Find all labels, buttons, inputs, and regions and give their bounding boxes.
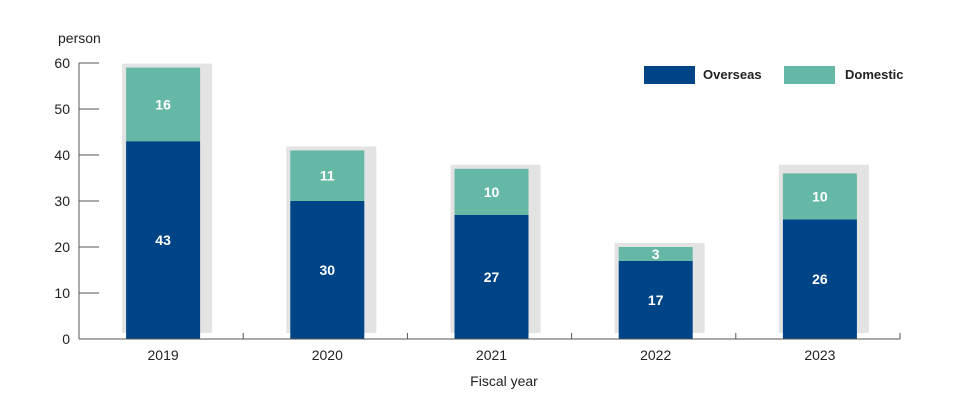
bar-value-label: 3	[652, 246, 660, 262]
bar-value-label: 16	[155, 96, 171, 112]
y-axis-ticks: 0 10 20 30 40 50 60	[54, 55, 99, 347]
bar-domestic	[782, 173, 857, 220]
bar-overseas	[782, 219, 857, 339]
bar-value-label: 43	[155, 232, 171, 248]
y-tick-label: 0	[62, 331, 70, 347]
x-axis-ticks: 2019 2020 2021 2022 2023	[148, 333, 901, 363]
bar-value-label: 27	[484, 269, 500, 285]
bar-overseas	[618, 260, 693, 339]
x-axis-title: Fiscal year	[470, 373, 538, 389]
bar-value-label: 30	[320, 262, 336, 278]
bar-overseas	[290, 201, 365, 339]
legend-swatch-domestic	[784, 66, 835, 84]
bar-domestic	[290, 150, 365, 201]
y-tick-label: 10	[54, 285, 70, 301]
bar-overseas	[454, 214, 529, 339]
legend-label-overseas: Overseas	[703, 67, 762, 82]
bar-value-label: 11	[320, 168, 335, 184]
y-tick-label: 40	[54, 147, 70, 163]
legend-label-domestic: Domestic	[845, 67, 904, 82]
x-tick-label: 2021	[476, 347, 507, 363]
y-tick-label: 20	[54, 239, 70, 255]
bar-domestic	[618, 247, 693, 261]
bar-value-label: 17	[648, 292, 664, 308]
bar-value-labels: 43 16 30 11 27 10 17 3 26 10	[155, 96, 828, 308]
legend-swatch-overseas	[644, 66, 695, 84]
x-tick-label: 2020	[312, 347, 343, 363]
x-tick-label: 2019	[148, 347, 179, 363]
y-tick-label: 50	[54, 101, 70, 117]
bars	[126, 67, 857, 339]
bar-value-label: 26	[812, 271, 828, 287]
bar-overseas	[126, 141, 201, 339]
y-axis-title: person	[58, 30, 101, 46]
bar-value-label: 10	[484, 184, 500, 200]
legend: Overseas Domestic	[644, 66, 904, 84]
bar-domestic	[454, 168, 529, 215]
bar-domestic	[126, 67, 201, 142]
x-tick-label: 2022	[640, 347, 671, 363]
y-tick-label: 30	[54, 193, 70, 209]
x-tick-label: 2023	[804, 347, 835, 363]
bar-value-label: 10	[812, 188, 828, 204]
y-tick-label: 60	[54, 55, 70, 71]
